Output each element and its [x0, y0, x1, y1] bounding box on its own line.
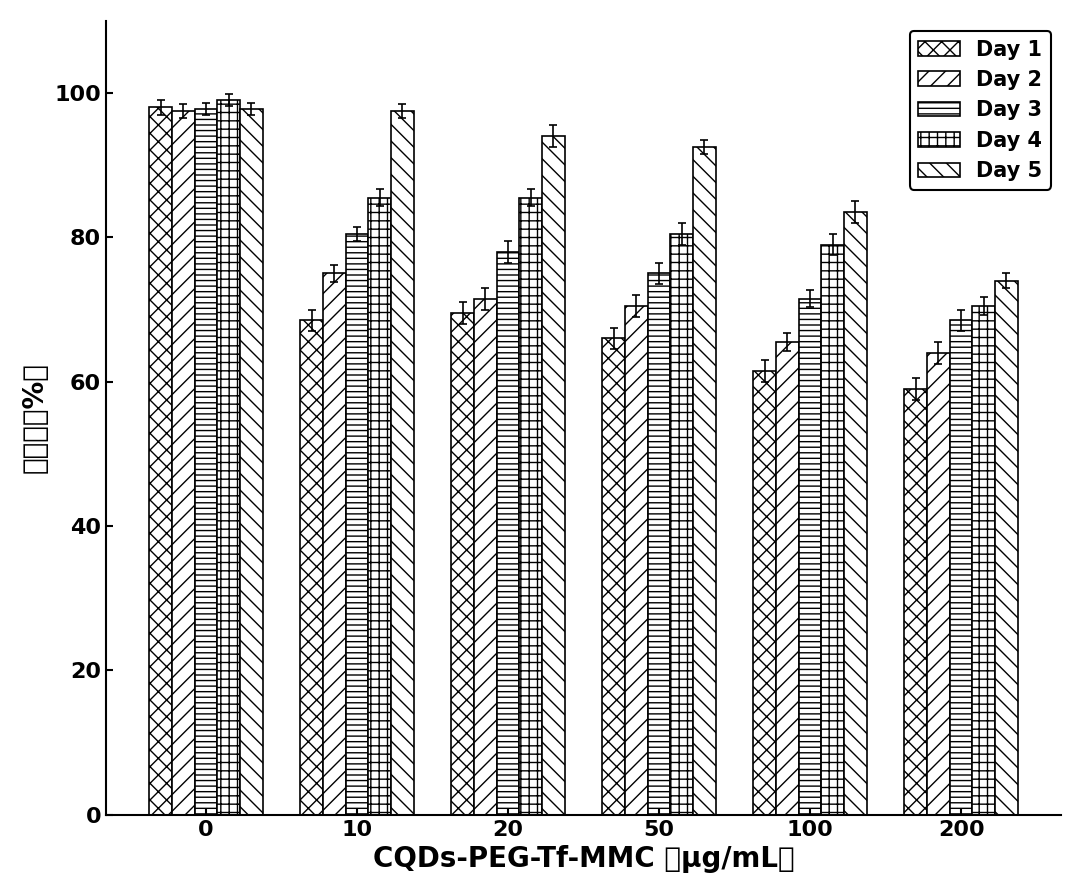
Bar [301, 320, 324, 814]
Bar [149, 107, 172, 814]
Bar [324, 274, 346, 814]
Bar [905, 389, 927, 814]
Bar [217, 100, 240, 814]
Bar [648, 274, 671, 814]
Bar [451, 313, 474, 814]
Bar [844, 212, 867, 814]
Bar [671, 233, 694, 814]
Bar [625, 306, 648, 814]
Bar [391, 111, 413, 814]
Bar [799, 299, 821, 814]
Bar [195, 109, 217, 814]
Bar [240, 109, 263, 814]
Legend: Day 1, Day 2, Day 3, Day 4, Day 5: Day 1, Day 2, Day 3, Day 4, Day 5 [910, 31, 1051, 190]
Bar [346, 233, 368, 814]
Bar [973, 306, 995, 814]
Bar [950, 320, 973, 814]
Bar [542, 136, 565, 814]
Bar [694, 148, 715, 814]
Bar [776, 342, 799, 814]
X-axis label: CQDs-PEG-Tf-MMC （μg/mL）: CQDs-PEG-Tf-MMC （μg/mL） [373, 845, 794, 873]
Bar [519, 198, 542, 814]
Bar [821, 245, 844, 814]
Y-axis label: 存活率（%）: 存活率（%） [21, 362, 49, 473]
Bar [368, 198, 391, 814]
Bar [603, 339, 625, 814]
Bar [995, 281, 1018, 814]
Bar [497, 252, 519, 814]
Bar [753, 371, 776, 814]
Bar [474, 299, 497, 814]
Bar [172, 111, 195, 814]
Bar [927, 353, 950, 814]
